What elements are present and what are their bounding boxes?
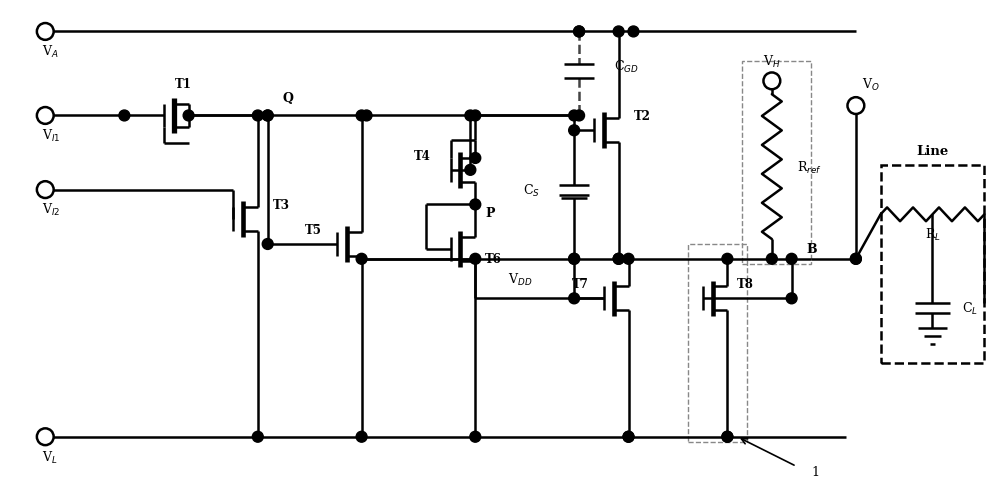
- Circle shape: [37, 108, 54, 124]
- Circle shape: [356, 254, 367, 265]
- Text: T1: T1: [175, 78, 192, 91]
- Circle shape: [628, 27, 639, 38]
- Circle shape: [847, 98, 864, 115]
- Circle shape: [786, 293, 797, 304]
- Text: V$_H$: V$_H$: [763, 54, 781, 70]
- Circle shape: [37, 428, 54, 445]
- Circle shape: [574, 27, 585, 38]
- Circle shape: [574, 27, 585, 38]
- Circle shape: [361, 111, 372, 121]
- Text: T4: T4: [414, 149, 431, 162]
- Circle shape: [722, 254, 733, 265]
- Text: C$_S$: C$_S$: [523, 182, 540, 198]
- Circle shape: [356, 111, 367, 121]
- Circle shape: [37, 182, 54, 198]
- Circle shape: [569, 254, 580, 265]
- Text: Line: Line: [916, 144, 949, 157]
- Circle shape: [766, 254, 777, 265]
- Circle shape: [465, 165, 476, 176]
- Circle shape: [470, 431, 481, 442]
- Circle shape: [183, 111, 194, 121]
- Circle shape: [356, 431, 367, 442]
- Text: Q: Q: [283, 92, 293, 105]
- Text: V$_{I2}$: V$_{I2}$: [42, 202, 61, 218]
- Text: T3: T3: [273, 198, 290, 212]
- Circle shape: [763, 73, 780, 90]
- Circle shape: [470, 199, 481, 211]
- Circle shape: [470, 111, 481, 121]
- Circle shape: [613, 254, 624, 265]
- Text: V$_A$: V$_A$: [42, 44, 59, 60]
- Bar: [881, 166, 984, 363]
- Circle shape: [722, 431, 733, 442]
- Text: T8: T8: [737, 277, 754, 290]
- Circle shape: [262, 111, 273, 121]
- Circle shape: [623, 431, 634, 442]
- Circle shape: [569, 293, 580, 304]
- Circle shape: [569, 125, 580, 136]
- Circle shape: [470, 153, 481, 164]
- Text: T2: T2: [633, 110, 650, 123]
- Text: T5: T5: [305, 223, 322, 236]
- Circle shape: [262, 239, 273, 250]
- Text: B: B: [806, 243, 817, 256]
- Circle shape: [850, 254, 861, 265]
- Circle shape: [252, 431, 263, 442]
- Bar: [742, 62, 811, 264]
- Text: R$_L$: R$_L$: [925, 227, 940, 242]
- Circle shape: [569, 111, 580, 121]
- Circle shape: [850, 254, 861, 265]
- Circle shape: [623, 431, 634, 442]
- Text: C$_{GD}$: C$_{GD}$: [614, 59, 638, 75]
- Text: C$_L$: C$_L$: [962, 301, 978, 317]
- Circle shape: [37, 24, 54, 41]
- Circle shape: [613, 27, 624, 38]
- Text: V$_L$: V$_L$: [42, 449, 58, 465]
- Circle shape: [470, 254, 481, 265]
- Circle shape: [613, 254, 624, 265]
- Text: T6: T6: [485, 253, 502, 266]
- Circle shape: [252, 111, 263, 121]
- Circle shape: [465, 111, 476, 121]
- Circle shape: [569, 254, 580, 265]
- Circle shape: [722, 431, 733, 442]
- Circle shape: [119, 111, 130, 121]
- Bar: [688, 244, 747, 442]
- Text: R$_{ref}$: R$_{ref}$: [797, 159, 821, 175]
- Circle shape: [786, 254, 797, 265]
- Text: 1: 1: [811, 465, 819, 478]
- Circle shape: [262, 111, 273, 121]
- Text: P: P: [485, 206, 495, 219]
- Text: V$_{DD}$: V$_{DD}$: [508, 271, 532, 287]
- Circle shape: [623, 254, 634, 265]
- Text: V$_O$: V$_O$: [862, 76, 880, 92]
- Text: T7: T7: [572, 277, 589, 290]
- Text: V$_{I1}$: V$_{I1}$: [42, 128, 61, 144]
- Circle shape: [574, 111, 585, 121]
